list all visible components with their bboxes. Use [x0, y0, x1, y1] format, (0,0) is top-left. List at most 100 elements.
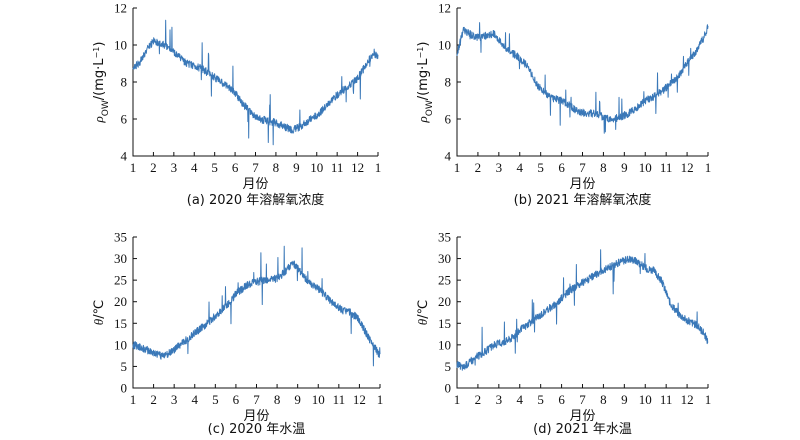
y-tick-label: 8	[445, 75, 452, 90]
series-line	[132, 19, 379, 146]
x-tick-label: 12	[351, 160, 364, 175]
x-tick-label: 12	[681, 392, 694, 407]
y-tick-label: 25	[114, 273, 127, 288]
x-tick-label: 4	[191, 160, 198, 175]
x-tick-label: 4	[517, 392, 524, 407]
y-axis-title: θ/℃	[91, 300, 107, 325]
x-tick-label: 1	[130, 392, 137, 407]
y-tick-label: 35	[114, 230, 127, 245]
x-tick-label: 6	[558, 160, 565, 175]
panel-caption: (a) 2020 年溶解氧浓度	[187, 192, 324, 208]
x-tick-label: 7	[579, 392, 586, 407]
x-tick-label: 9	[293, 160, 300, 175]
series-line	[456, 249, 709, 371]
x-tick-label: 5	[211, 160, 218, 175]
x-tick-label: 4	[192, 392, 199, 407]
y-tick-label: 0	[121, 381, 128, 396]
y-axis-title: ρOW/(mg·L−1)	[415, 42, 435, 124]
x-tick-label: 1	[454, 392, 461, 407]
x-tick-label: 7	[253, 392, 260, 407]
y-tick-label: 12	[438, 1, 451, 16]
y-tick-label: 12	[114, 1, 127, 16]
x-tick-label: 1	[375, 160, 382, 175]
y-tick-label: 5	[445, 359, 452, 374]
x-tick-label: 8	[600, 392, 607, 407]
x-tick-label: 6	[558, 392, 565, 407]
x-tick-label: 1	[454, 160, 461, 175]
x-tick-label: 1	[130, 160, 137, 175]
x-tick-label: 3	[496, 160, 503, 175]
x-tick-label: 3	[496, 392, 503, 407]
y-tick-label: 15	[438, 316, 451, 331]
x-tick-label: 1	[377, 392, 384, 407]
x-tick-label: 2	[150, 392, 157, 407]
x-axis-title: 月份	[569, 177, 595, 192]
x-tick-label: 5	[212, 392, 219, 407]
panel-caption: (d) 2021 年水温	[533, 422, 632, 437]
y-axis-title: ρOW/(mg·L−1)	[91, 42, 111, 124]
x-tick-label: 11	[333, 392, 346, 407]
axis-frame	[456, 237, 708, 389]
x-tick-label: 3	[171, 160, 178, 175]
x-axis-title: 月份	[569, 409, 595, 424]
x-tick-label: 9	[294, 392, 301, 407]
x-tick-label: 5	[537, 160, 544, 175]
x-tick-label: 8	[273, 160, 280, 175]
x-tick-label: 2	[150, 160, 157, 175]
x-tick-label: 11	[331, 160, 344, 175]
y-tick-label: 25	[438, 273, 451, 288]
y-tick-label: 4	[121, 149, 128, 164]
x-tick-label: 10	[639, 160, 652, 175]
x-axis-title: 月份	[242, 177, 268, 192]
y-axis-title: θ/℃	[415, 300, 431, 325]
chart-panel-1: 1 2 3 4 5 6 7 8 9 10 11 12 14681012月份ρOW/(mg·L−1)(b)…	[415, 1, 711, 209]
y-tick-label: 30	[438, 251, 451, 266]
y-tick-label: 10	[438, 337, 451, 352]
y-tick-label: 4	[445, 149, 452, 164]
x-axis-title: 月份	[243, 409, 269, 424]
x-tick-label: 3	[171, 392, 178, 407]
y-tick-label: 8	[121, 75, 128, 90]
y-tick-label: 35	[438, 230, 451, 245]
x-tick-label: 1	[705, 392, 712, 407]
panel-caption: (c) 2020 年水温	[208, 422, 306, 437]
series-line	[132, 245, 381, 367]
x-tick-label: 11	[660, 392, 673, 407]
chart-panels: 1 2 3 4 5 6 7 8 9 10 11 12 14681012月份ρOW/(mg·L−1)(a)…	[91, 1, 711, 438]
x-tick-label: 2	[475, 160, 482, 175]
x-tick-label: 7	[579, 160, 586, 175]
y-tick-label: 15	[114, 316, 127, 331]
x-tick-label: 6	[232, 160, 239, 175]
x-tick-label: 10	[312, 392, 325, 407]
y-tick-label: 20	[438, 294, 451, 309]
x-tick-label: 2	[475, 392, 482, 407]
chart-panel-0: 1 2 3 4 5 6 7 8 9 10 11 12 14681012月份ρOW/(mg·L−1)(a)…	[91, 1, 381, 209]
x-tick-label: 9	[621, 392, 628, 407]
y-tick-label: 30	[114, 251, 127, 266]
x-tick-label: 9	[621, 160, 628, 175]
x-tick-label: 5	[537, 392, 544, 407]
y-tick-label: 5	[121, 359, 128, 374]
y-tick-label: 10	[438, 38, 451, 53]
x-tick-label: 10	[310, 160, 323, 175]
y-tick-label: 20	[114, 294, 127, 309]
x-tick-label: 12	[681, 160, 694, 175]
x-tick-label: 1	[705, 160, 712, 175]
panel-caption: (b) 2021 年溶解氧浓度	[514, 192, 652, 208]
x-tick-label: 6	[233, 392, 240, 407]
series-line	[456, 22, 709, 134]
x-tick-label: 4	[517, 160, 524, 175]
x-tick-label: 11	[660, 160, 673, 175]
x-tick-label: 8	[600, 160, 607, 175]
x-tick-label: 7	[252, 160, 259, 175]
y-tick-label: 0	[445, 381, 452, 396]
x-tick-label: 8	[274, 392, 281, 407]
y-tick-label: 10	[114, 38, 127, 53]
y-tick-label: 6	[445, 112, 452, 127]
y-tick-label: 6	[121, 112, 128, 127]
x-tick-label: 12	[353, 392, 366, 407]
x-tick-label: 10	[639, 392, 652, 407]
